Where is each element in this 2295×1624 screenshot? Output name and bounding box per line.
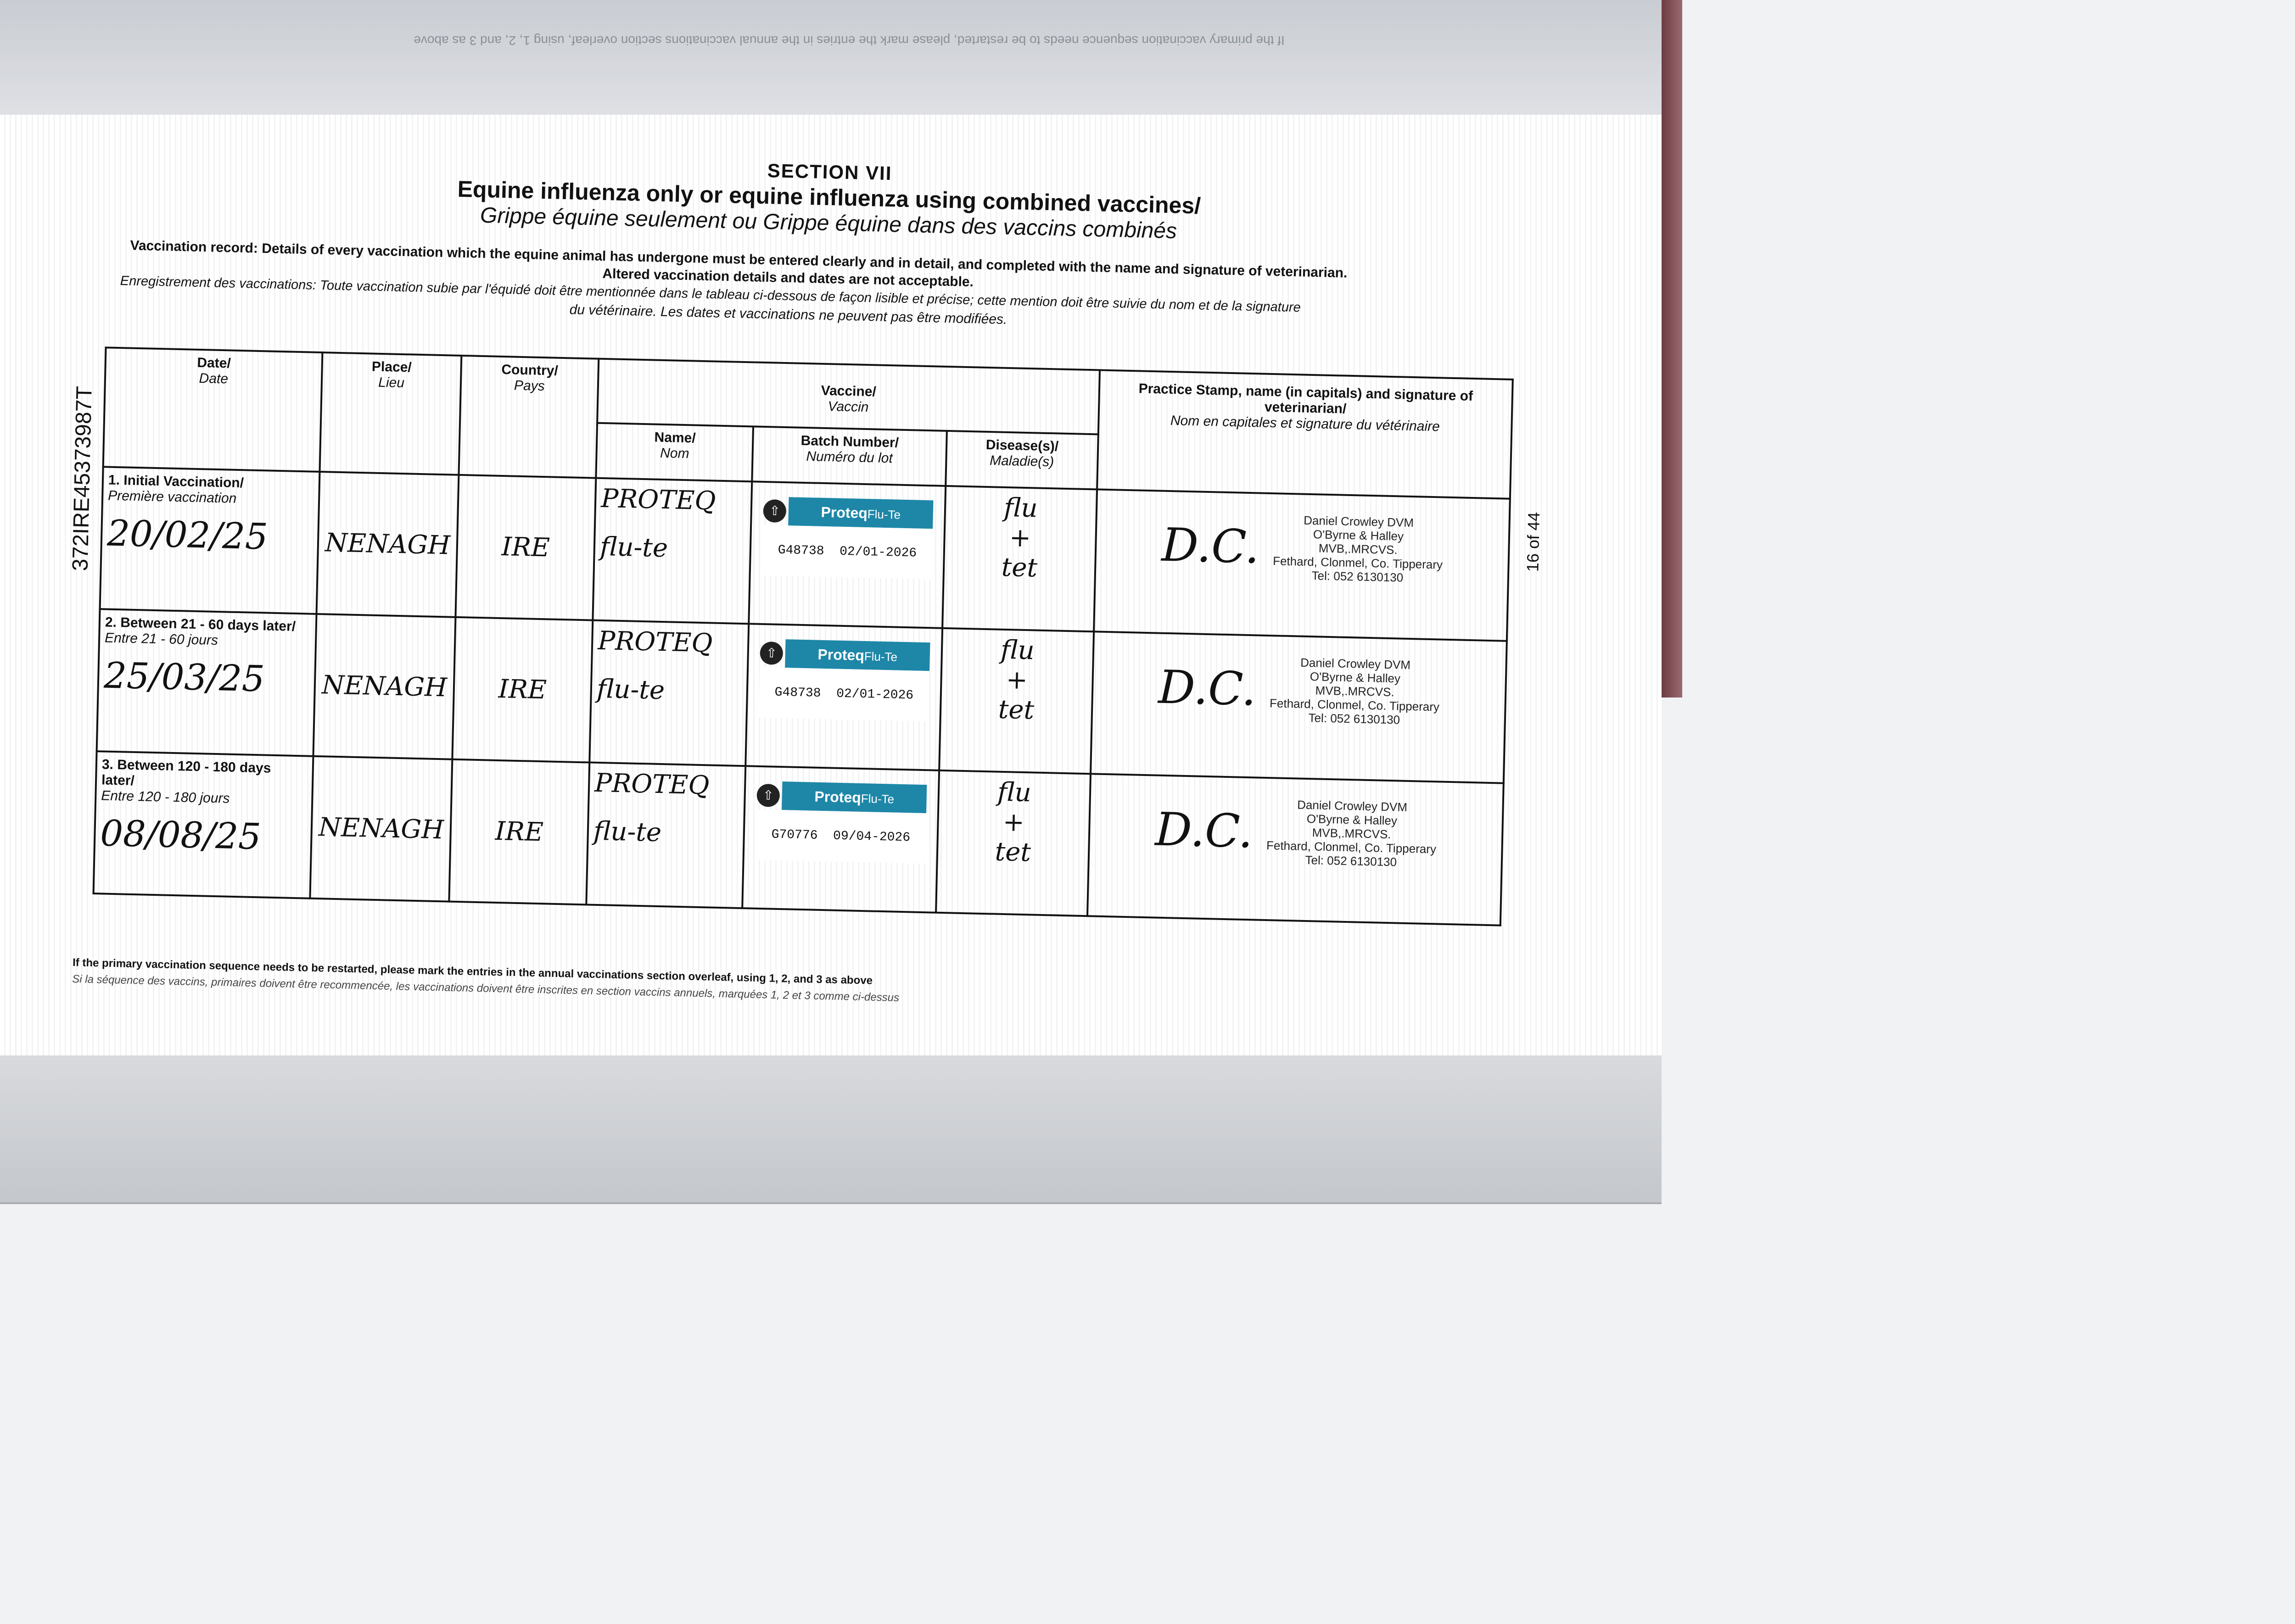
disease-cell: flu + tet [939,628,1094,774]
batch: G70776 [771,827,818,843]
vet-signature: D.C. [1154,802,1254,858]
batch-cell: ⇧ ProteqFlu-Te G70776 09/04-2026 [742,766,939,913]
label-en: 3. Between 120 - 180 days later/ [101,757,271,789]
page-number: 16 of 44 [1523,512,1544,572]
expiry: 09/04-2026 [833,829,911,845]
place: NENAGH [318,812,444,845]
vaccination-table: Date/Date Place/Lieu Country/Pays Vaccin… [93,346,1514,926]
disease-3: tet [1001,552,1038,583]
vaccine-sticker: ⇧ ProteqFlu-Te G48738 02/01-2026 [761,497,934,583]
name-2: flu-te [599,531,668,564]
book-spine [1662,0,1682,698]
date-handwritten: 25/03/25 [103,655,265,700]
vet-stamp: Daniel Crowley DVM O'Byrne & Halley MVB,.M… [1269,655,1440,727]
label-product: Flu-Te [864,649,898,664]
date-handwritten: 20/02/25 [106,513,269,558]
country-cell: IRE [449,759,590,905]
stamp-cell: D.C. Daniel Crowley DVM O'Byrne & Halley MV… [1093,489,1510,641]
expiry: 02/01-2026 [839,544,917,561]
passport-page: SECTION VII Equine influenza only or equ… [0,115,1662,1055]
country: IRE [498,674,547,705]
batch: G48738 [774,685,821,701]
disease-cell: flu + tet [942,486,1097,632]
name-2: flu-te [593,816,662,848]
batch: G48738 [778,543,824,558]
label-product: Flu-Te [861,791,895,806]
disease-1: flu [1003,492,1038,524]
stamp-cell: D.C. Daniel Crowley DVM O'Byrne & Halley MV… [1087,774,1504,926]
label-brand: Proteq [817,646,865,664]
name-2: flu-te [596,674,665,706]
name-1: PROTEQ [594,768,710,801]
passport-id: 372IRE4537398​7T [68,385,97,571]
disease-2: + [1002,807,1025,838]
vet-signature: D.C. [1158,660,1257,716]
vet-stamp: Daniel Crowley DVM O'Byrne & Halley MVB,.M… [1266,797,1437,870]
country-cell: IRE [455,474,596,620]
vet-stamp: Daniel Crowley DVM O'Byrne & Halley MVB,.M… [1272,513,1444,585]
disease-2: + [1009,523,1031,553]
header-disease: Disease(s)/Maladie(s) [946,430,1098,490]
header-name: Name/Nom [596,423,754,482]
label-brand: Proteq [821,503,868,522]
batch-cell: ⇧ ProteqFlu-Te G48738 02/01-2026 [745,624,942,770]
vaccine-name-cell: PROTEQ flu-te [593,478,752,624]
vaccine-name-cell: PROTEQ flu-te [589,620,749,766]
country: IRE [495,816,544,848]
batch-cell: ⇧ ProteqFlu-Te G48738 02/01-2026 [749,481,946,628]
place-cell: NENAGH [316,472,459,617]
header-batch: Batch Number/Numéro du lot [752,426,947,486]
name-1: PROTEQ [597,625,713,659]
book-page-edges [0,1055,1662,1204]
header-stamp: Practice Stamp, name (in capitals) and s… [1097,370,1513,499]
disease-1: flu [1000,635,1035,666]
date-cell: 1. Initial Vaccination/Première vaccinat… [100,467,320,614]
header-country: Country/Pays [459,355,599,478]
place: NENAGH [325,528,451,561]
place: NENAGH [321,670,448,703]
place-cell: NENAGH [313,614,456,759]
stamp-cell: D.C. Daniel Crowley DVM O'Byrne & Halley MV… [1090,631,1507,783]
country-cell: IRE [452,617,593,763]
disease-3: tet [995,837,1031,868]
vaccine-sticker: ⇧ ProteqFlu-Te G48738 02/01-2026 [758,639,930,725]
header-vaccine: Vaccine/Vaccin [597,358,1100,435]
disease-2: + [1006,665,1028,696]
proteq-logo-icon: ⇧ [760,641,784,665]
expiry: 02/01-2026 [836,686,914,703]
place-cell: NENAGH [310,756,453,902]
vaccine-name-cell: PROTEQ flu-te [586,762,746,909]
disease-1: flu [997,777,1032,808]
vet-signature: D.C. [1161,518,1260,574]
proteq-logo-icon: ⇧ [756,783,780,807]
date-handwritten: 08/08/25 [100,813,262,858]
vaccine-sticker: ⇧ ProteqFlu-Te G70776 09/04-2026 [755,781,927,867]
country: IRE [501,532,550,563]
show-through-text: If the primary vaccination sequence need… [414,33,1285,48]
date-cell: 3. Between 120 - 180 days later/Entre 12… [93,751,313,899]
disease-3: tet [998,694,1035,725]
label-product: Flu-Te [867,507,901,522]
label-brand: Proteq [814,788,862,806]
proteq-logo-icon: ⇧ [763,499,787,523]
header-place: Place/Lieu [320,352,462,475]
date-cell: 2. Between 21 - 60 days later/Entre 21 -… [96,609,317,756]
name-1: PROTEQ [600,483,716,516]
disease-cell: flu + tet [935,770,1091,916]
header-date: Date/Date [103,347,323,472]
